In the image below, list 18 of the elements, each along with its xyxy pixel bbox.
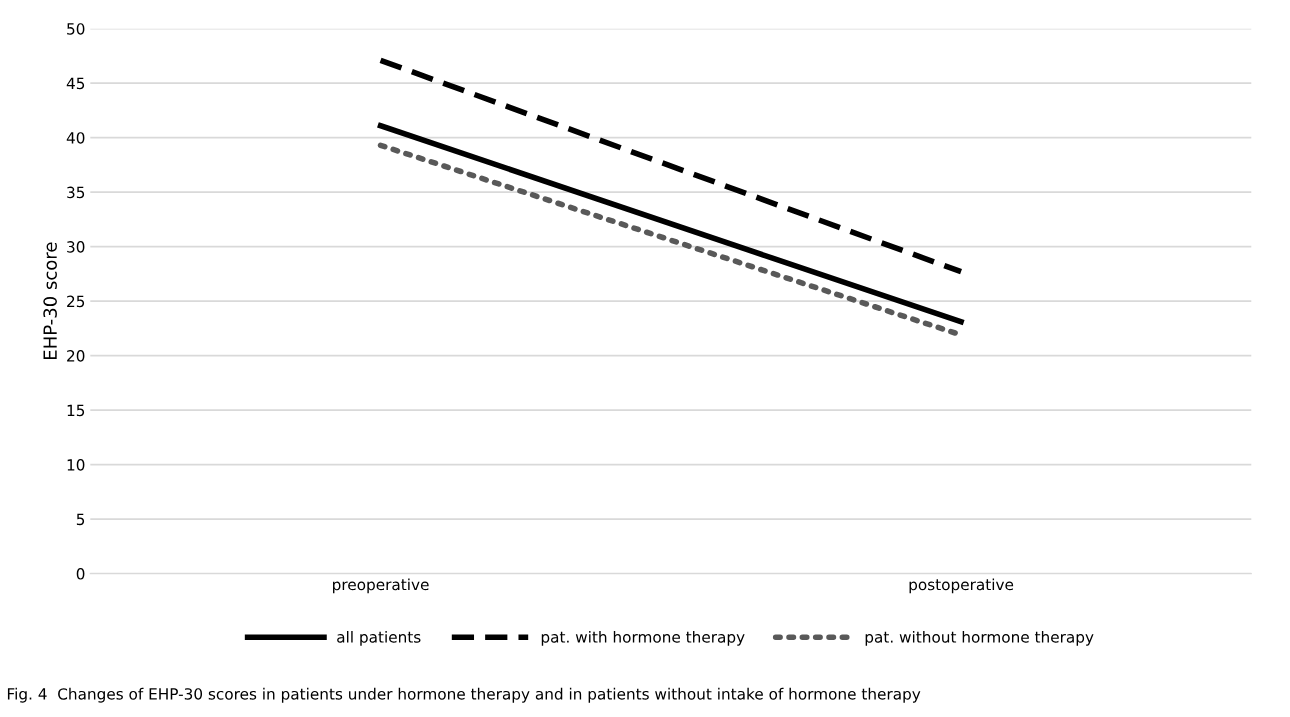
legend-label: all patients xyxy=(337,630,421,646)
x-tick-label: preoperative xyxy=(333,578,429,594)
y-tick-label: 35 xyxy=(67,186,85,199)
legend-label: pat. without hormone therapy xyxy=(865,630,1094,646)
y-tick-label: 50 xyxy=(67,23,85,35)
y-tick-label: 30 xyxy=(67,241,85,253)
y-tick-label: 45 xyxy=(66,77,85,90)
legend-label: pat. with hormone therapy xyxy=(541,630,745,646)
y-tick-label: 25 xyxy=(67,295,85,308)
x-tick-label: postoperative xyxy=(909,578,1014,594)
y-tick-label: 40 xyxy=(66,132,85,144)
y-tick-label: 0 xyxy=(76,568,85,580)
y-tick-label: 10 xyxy=(67,459,85,471)
y-axis-title: EHP-30 score xyxy=(43,242,57,359)
y-tick-label: 15 xyxy=(67,404,85,417)
y-tick-label: 5 xyxy=(76,513,85,526)
y-tick-label: 20 xyxy=(67,350,85,362)
caption: Fig. 4 Changes of EHP-30 scores in patients under hormone therapy and in patients without intake of hormone therapy xyxy=(7,687,921,703)
